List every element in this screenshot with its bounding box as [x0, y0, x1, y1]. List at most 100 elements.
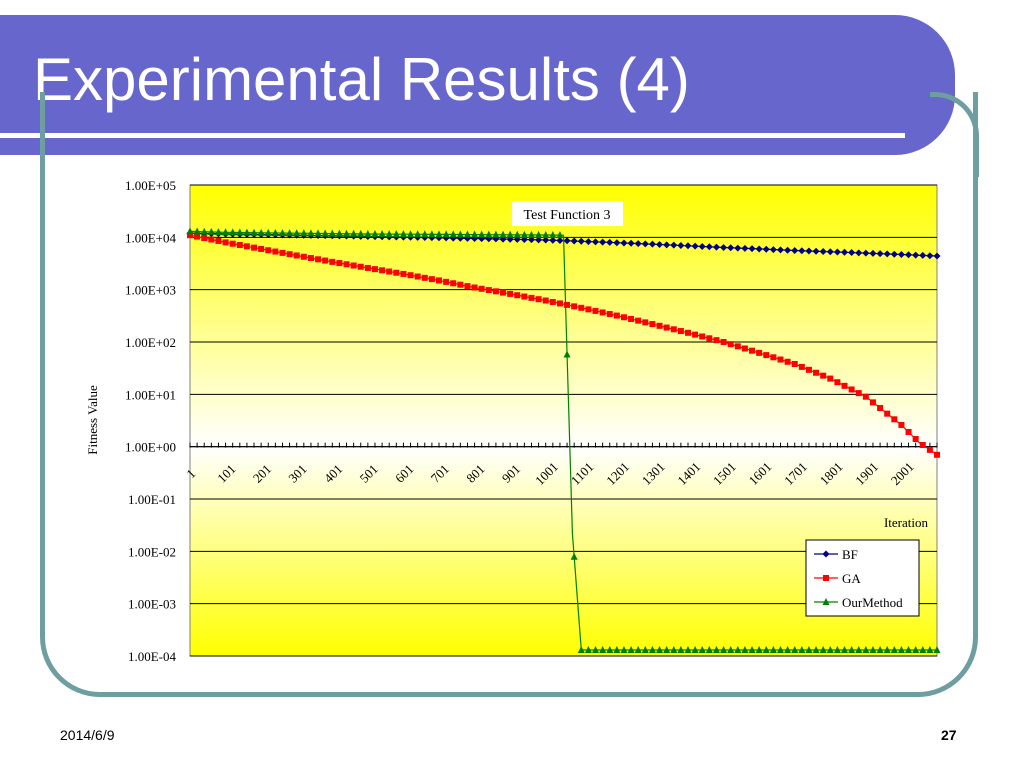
data-point — [293, 229, 301, 237]
data-point — [734, 646, 742, 654]
data-point — [905, 428, 912, 435]
data-point — [663, 241, 671, 249]
data-point — [485, 230, 493, 238]
data-point — [200, 227, 208, 235]
data-point — [378, 230, 386, 238]
data-point — [677, 241, 685, 249]
data-point — [443, 278, 450, 285]
y-tick-label: 1.00E-04 — [128, 649, 177, 664]
data-point — [791, 247, 799, 255]
data-point — [926, 446, 933, 453]
data-point — [684, 242, 692, 250]
data-point — [599, 309, 606, 316]
data-point — [535, 230, 543, 238]
data-point — [293, 252, 300, 259]
data-point — [450, 280, 457, 287]
data-point — [399, 230, 407, 238]
data-point — [243, 228, 251, 236]
data-point — [912, 436, 919, 443]
data-point — [357, 263, 364, 270]
data-point — [606, 238, 614, 246]
y-tick-label: 1.00E+01 — [125, 387, 176, 402]
data-point — [442, 230, 450, 238]
data-point — [513, 230, 521, 238]
data-point — [798, 646, 806, 654]
data-point — [264, 228, 272, 236]
data-point — [933, 252, 941, 260]
data-point — [769, 246, 777, 254]
data-point — [421, 230, 429, 238]
data-point — [385, 230, 393, 238]
data-point — [670, 326, 677, 333]
data-point — [556, 237, 564, 245]
data-point — [542, 236, 550, 244]
data-point — [549, 231, 557, 239]
data-point — [521, 293, 528, 300]
data-point — [833, 646, 841, 654]
data-point — [300, 229, 308, 237]
data-point — [428, 230, 436, 238]
data-point — [685, 329, 691, 336]
data-point — [506, 230, 514, 238]
slide-date: 2014/6/9 — [60, 727, 115, 743]
data-point — [564, 301, 571, 308]
data-point — [549, 236, 557, 244]
data-point — [492, 230, 500, 238]
data-point — [343, 229, 351, 237]
data-point — [805, 646, 813, 654]
data-point — [628, 315, 635, 322]
data-point — [926, 646, 934, 654]
data-point — [563, 350, 571, 358]
data-point — [336, 260, 343, 267]
data-point — [813, 369, 820, 376]
data-point — [698, 242, 706, 250]
data-point — [841, 382, 848, 389]
data-point — [877, 405, 884, 412]
data-point — [663, 324, 670, 331]
data-point — [592, 238, 600, 246]
slide-title: Experimental Results (4) — [33, 46, 690, 113]
data-point — [315, 256, 322, 263]
data-point — [599, 238, 607, 246]
data-point — [884, 410, 891, 417]
data-point — [492, 288, 499, 295]
data-point — [563, 237, 571, 245]
data-point — [763, 352, 770, 359]
y-tick-label: 1.00E+03 — [125, 283, 176, 298]
data-point — [207, 227, 215, 235]
data-point — [229, 240, 236, 247]
data-point — [236, 228, 244, 236]
data-point — [257, 228, 265, 236]
data-point — [571, 303, 578, 310]
data-point — [812, 247, 820, 255]
data-point — [919, 646, 927, 654]
data-point — [592, 307, 599, 314]
data-point — [606, 311, 613, 318]
data-point — [201, 235, 208, 242]
data-point — [194, 233, 201, 240]
data-point — [514, 292, 521, 299]
y-tick-label: 1.00E+00 — [125, 440, 176, 455]
data-point — [727, 646, 735, 654]
title-underline — [0, 133, 905, 138]
data-point — [243, 243, 250, 250]
y-tick-label: 1.00E+02 — [125, 335, 176, 350]
data-point — [784, 246, 792, 254]
data-point — [328, 229, 336, 237]
x-axis-title: Iteration — [884, 515, 929, 530]
data-point — [720, 646, 728, 654]
data-point — [186, 227, 194, 235]
data-point — [897, 250, 905, 258]
data-point — [527, 230, 535, 238]
legend-label-bf: BF — [842, 547, 858, 562]
data-point — [613, 646, 621, 654]
legend-label-ourmethod: OurMethod — [842, 595, 903, 610]
data-point — [890, 646, 898, 654]
data-point — [400, 270, 407, 277]
data-point — [585, 306, 592, 313]
data-point — [364, 229, 372, 237]
data-point — [827, 375, 834, 382]
data-point — [905, 251, 913, 259]
data-point — [777, 356, 784, 363]
data-point — [436, 277, 442, 284]
